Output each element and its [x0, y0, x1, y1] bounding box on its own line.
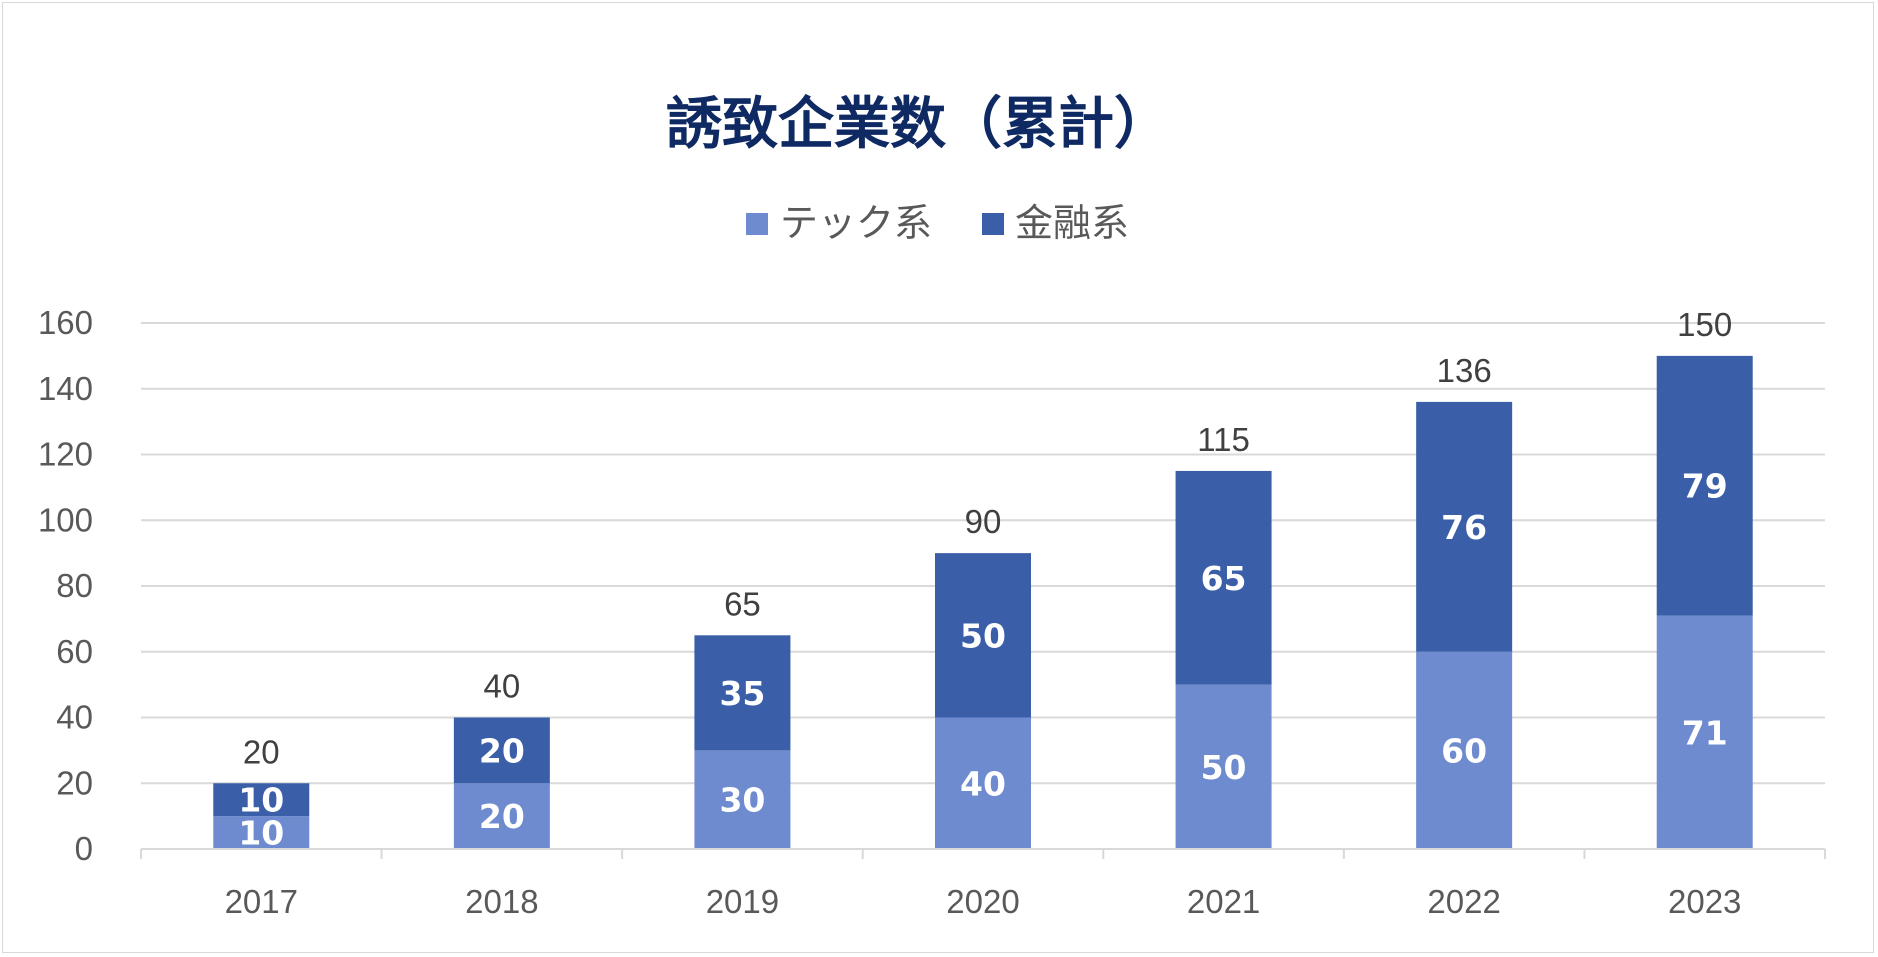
bar-segment-tech: [213, 816, 310, 849]
data-label-tech: 71: [1682, 713, 1728, 752]
data-label-tech: 10: [238, 814, 284, 853]
legend-label-finance: 金融系: [1015, 201, 1129, 245]
data-label-finance: 76: [1441, 508, 1487, 547]
bar-segment-tech: [1416, 651, 1513, 849]
data-label-tech: 20: [479, 797, 525, 836]
total-label: 136: [1437, 352, 1492, 389]
bar-segment-finance: [453, 717, 550, 784]
bar-segment-tech: [1175, 684, 1272, 849]
x-tick-label: 2022: [1427, 883, 1500, 920]
total-label: 65: [724, 585, 761, 622]
x-tick-label: 2020: [946, 883, 1019, 920]
bar-segment-finance: [1175, 470, 1272, 685]
bar-segment-finance: [213, 783, 310, 817]
bar-segment-finance: [1656, 355, 1753, 616]
y-tick-label: 140: [38, 370, 93, 407]
bar-segment-tech: [453, 783, 550, 849]
total-label: 40: [483, 668, 520, 705]
data-label-tech: 30: [719, 781, 765, 820]
bar-segment-tech: [694, 750, 791, 849]
data-label-tech: 50: [1201, 748, 1247, 787]
y-tick-label: 160: [38, 304, 93, 341]
data-label-finance: 35: [719, 674, 765, 713]
y-tick-label: 100: [38, 501, 93, 538]
data-label-finance: 79: [1682, 467, 1728, 506]
y-tick-label: 60: [56, 633, 93, 670]
total-label: 20: [243, 733, 280, 770]
x-tick-label: 2021: [1187, 883, 1260, 920]
y-tick-label: 120: [38, 436, 93, 473]
data-label-finance: 10: [238, 781, 284, 820]
data-label-finance: 50: [960, 616, 1006, 655]
y-axis-ticks: 0 20 40 60 80 100 120 140 160: [38, 304, 93, 867]
y-tick-label: 0: [75, 830, 93, 867]
data-label-finance: 20: [479, 731, 525, 770]
bar-segment-finance: [1416, 401, 1513, 652]
x-tick-label: 2017: [225, 883, 298, 920]
bar-segment-finance: [694, 635, 791, 751]
y-tick-label: 20: [56, 764, 93, 801]
x-tick-label: 2019: [706, 883, 779, 920]
total-label: 90: [965, 503, 1002, 540]
bar-segment-tech: [935, 717, 1031, 849]
y-tick-label: 80: [56, 567, 93, 604]
data-label-tech: 60: [1441, 731, 1487, 770]
bar-segment-tech: [1656, 615, 1753, 849]
legend-swatch-tech: [746, 213, 768, 235]
total-label: 150: [1677, 306, 1732, 343]
total-label: 115: [1197, 421, 1250, 458]
chart-title: 誘致企業数（累計）: [666, 92, 1170, 157]
x-tick-label: 2018: [465, 883, 538, 920]
legend-label-tech: テック系: [780, 201, 932, 245]
data-label-tech: 40: [960, 764, 1006, 803]
legend-swatch-finance: [982, 213, 1004, 235]
x-tick-label: 2023: [1668, 883, 1741, 920]
x-axis: 2017 2018 2019 2020 2021 2022 2023: [140, 848, 1826, 920]
legend: テック系 金融系: [746, 201, 1129, 245]
bar-segment-finance: [935, 553, 1031, 718]
data-label-finance: 65: [1201, 559, 1247, 598]
y-tick-label: 40: [56, 699, 93, 736]
gridlines: [141, 322, 1825, 785]
